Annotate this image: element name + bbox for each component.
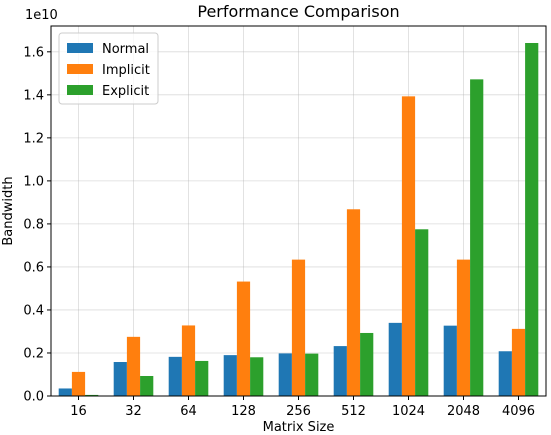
legend-label-normal: Normal — [102, 42, 149, 57]
bar-explicit-256 — [305, 353, 319, 396]
bar-normal-256 — [278, 353, 292, 396]
y-axis-offset-label: 1e10 — [25, 8, 58, 23]
legend-label-explicit: Explicit — [102, 84, 149, 99]
y-tick-label: 0.2 — [23, 346, 44, 361]
x-tick-label: 16 — [70, 404, 87, 419]
bar-implicit-256 — [291, 259, 306, 396]
x-tick-label: 256 — [286, 404, 311, 419]
bar-implicit-2048 — [456, 259, 471, 396]
bar-normal-512 — [333, 346, 347, 396]
bar-normal-128 — [223, 355, 237, 396]
chart-title: Performance Comparison — [197, 2, 399, 21]
bar-normal-64 — [168, 356, 182, 396]
bar-implicit-1024 — [401, 96, 416, 397]
bar-normal-16 — [58, 388, 72, 396]
bar-implicit-128 — [236, 281, 251, 396]
ticks: 0.0 0.2 0.4 0.6 0.8 1.0 1.2 1.4 1.6 16 32 64 128 256 5… — [23, 45, 535, 419]
bar-implicit-4096 — [511, 328, 526, 396]
x-tick-label: 512 — [341, 404, 366, 419]
y-tick-label: 1.2 — [23, 131, 44, 146]
bar-explicit-2048 — [470, 79, 484, 396]
bar-explicit-16 — [85, 394, 99, 396]
x-tick-label: 1024 — [392, 404, 425, 419]
x-tick-label: 4096 — [502, 404, 535, 419]
y-tick-label: 1.0 — [23, 174, 44, 189]
bar-implicit-32 — [126, 336, 141, 396]
bar-implicit-64 — [181, 325, 196, 396]
y-tick-label: 0.0 — [23, 390, 44, 405]
bar-normal-32 — [113, 362, 127, 396]
bar-normal-4096 — [498, 351, 512, 396]
x-tick-label: 2048 — [447, 404, 480, 419]
legend-swatch-normal — [67, 43, 93, 53]
legend-swatch-explicit — [67, 85, 93, 95]
bar-normal-1024 — [388, 322, 402, 396]
y-tick-label: 0.6 — [23, 260, 44, 275]
bar-implicit-16 — [71, 371, 86, 396]
x-tick-label: 128 — [231, 404, 256, 419]
y-tick-label: 1.4 — [23, 88, 44, 103]
x-axis-label: Matrix Size — [263, 420, 335, 435]
legend: Normal Implicit Explicit — [58, 32, 159, 105]
x-tick-label: 64 — [180, 404, 197, 419]
bars — [58, 42, 539, 397]
y-tick-label: 0.8 — [23, 217, 44, 232]
y-axis-label: Bandwidth — [1, 176, 16, 245]
bar-implicit-512 — [346, 209, 361, 396]
bar-explicit-4096 — [525, 42, 539, 396]
bar-explicit-512 — [360, 332, 374, 396]
bar-explicit-64 — [195, 360, 209, 396]
bar-normal-2048 — [443, 325, 457, 396]
legend-label-implicit: Implicit — [102, 63, 150, 78]
x-tick-label: 32 — [125, 404, 142, 419]
bar-explicit-128 — [250, 357, 264, 396]
y-tick-label: 0.4 — [23, 303, 44, 318]
bar-explicit-1024 — [415, 229, 429, 396]
legend-swatch-implicit — [67, 64, 93, 74]
y-tick-label: 1.6 — [23, 45, 44, 60]
bar-explicit-32 — [140, 375, 154, 396]
